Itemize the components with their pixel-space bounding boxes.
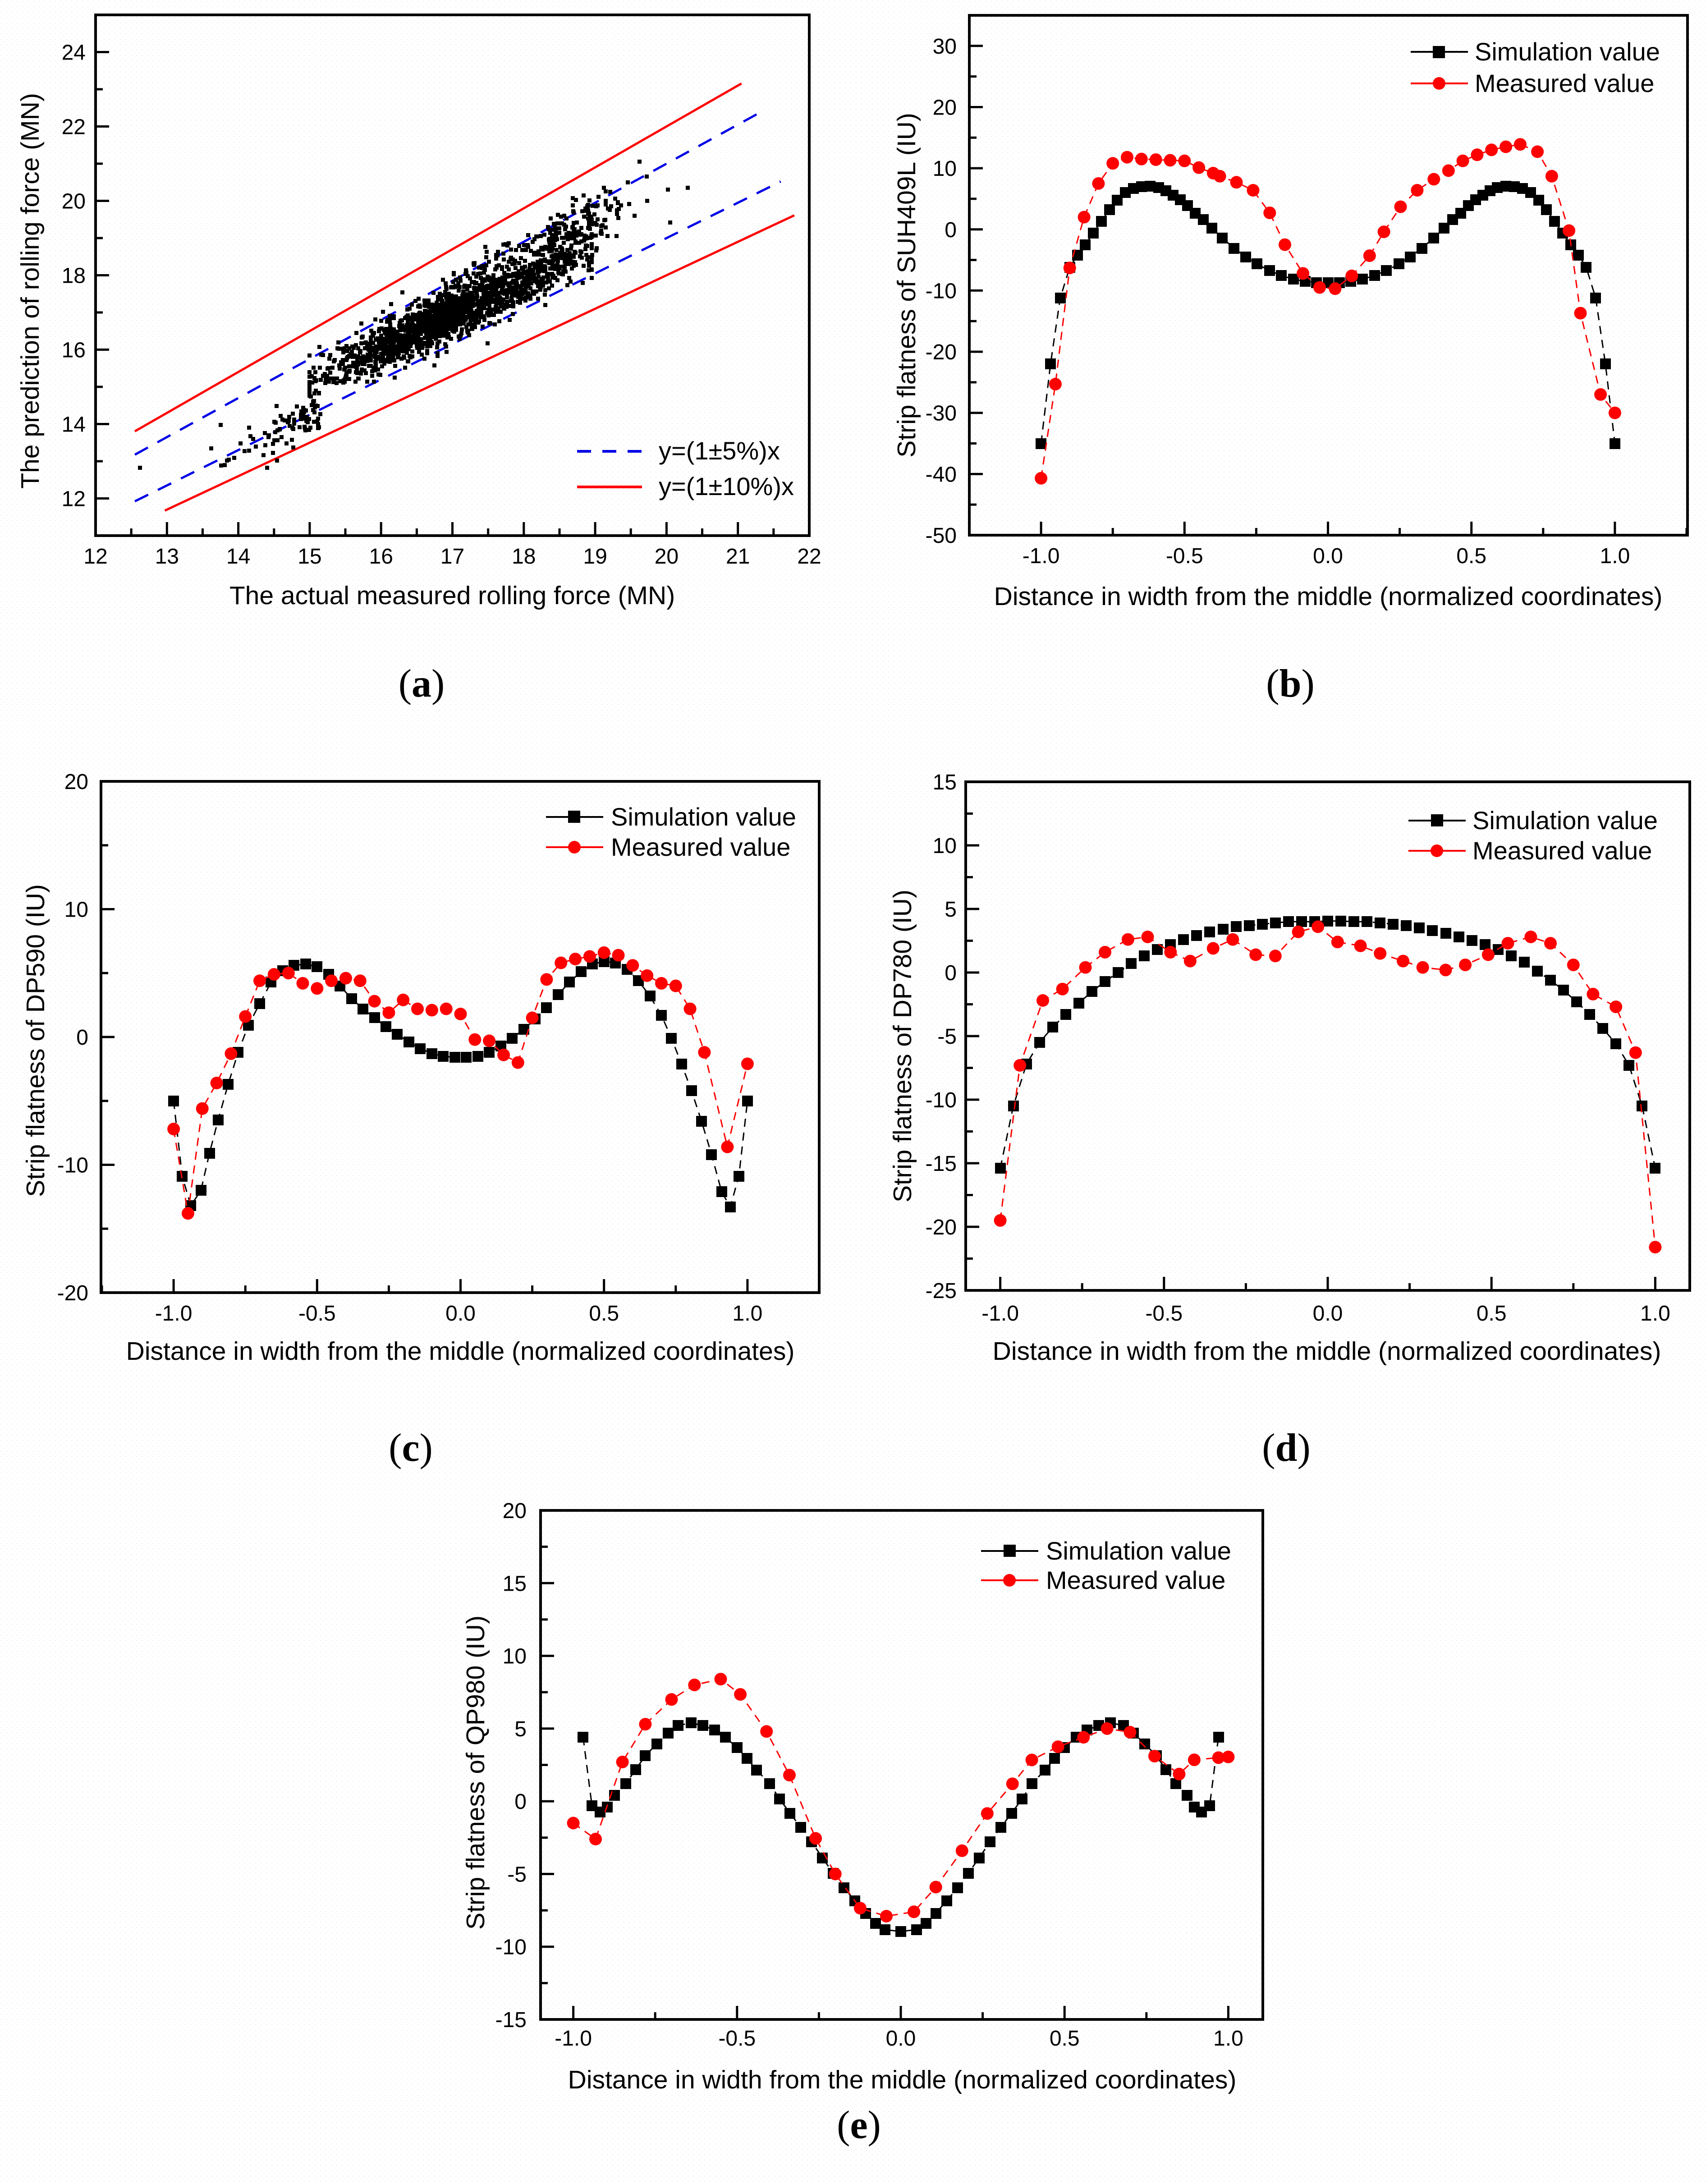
svg-text:-5: -5 [507,1863,527,1886]
svg-text:The actual measured rolling fo: The actual measured rolling force (MN) [229,581,675,610]
svg-text:14: 14 [62,413,86,437]
svg-text:16: 16 [62,339,86,362]
svg-text:20: 20 [503,1499,527,1523]
svg-text:(b): (b) [1266,662,1315,706]
svg-text:Strip flatness of QP980 (IU): Strip flatness of QP980 (IU) [461,1615,490,1930]
svg-text:0: 0 [76,1026,88,1050]
svg-text:Measured value: Measured value [1475,69,1654,97]
svg-text:Distance in width from the mid: Distance in width from the middle (norma… [126,1337,795,1366]
svg-text:10: 10 [933,834,957,858]
svg-text:0.0: 0.0 [1313,544,1343,568]
svg-text:-0.5: -0.5 [718,2027,756,2051]
svg-text:Distance in width from the mid: Distance in width from the middle (norma… [993,1337,1661,1366]
svg-text:Strip flatness of DP590 (IU): Strip flatness of DP590 (IU) [21,884,50,1197]
svg-text:-20: -20 [926,340,957,364]
svg-text:Simulation value: Simulation value [1475,37,1660,66]
svg-text:10: 10 [503,1645,527,1669]
svg-text:13: 13 [155,545,179,569]
svg-text:0: 0 [945,218,957,242]
svg-text:(a): (a) [399,662,445,706]
svg-text:20: 20 [64,770,88,794]
svg-text:0.0: 0.0 [886,2027,916,2051]
svg-text:21: 21 [726,545,750,569]
svg-text:y=(1±5%)x: y=(1±5%)x [659,436,780,465]
svg-text:0.5: 0.5 [1050,2027,1080,2051]
svg-text:-15: -15 [495,2008,527,2032]
svg-text:16: 16 [369,545,393,569]
svg-text:1.0: 1.0 [1213,2027,1243,2051]
svg-text:-0.5: -0.5 [1145,1302,1183,1326]
svg-text:18: 18 [512,545,536,569]
svg-text:-50: -50 [926,524,957,548]
svg-text:-40: -40 [926,463,957,486]
svg-text:14: 14 [226,545,250,569]
svg-text:-10: -10 [495,1936,527,1959]
svg-text:Measured value: Measured value [1472,836,1652,865]
svg-text:15: 15 [298,545,321,569]
svg-text:0.5: 0.5 [1456,544,1486,568]
svg-text:12: 12 [62,487,86,511]
svg-text:20: 20 [933,96,957,119]
svg-text:1.0: 1.0 [1640,1302,1670,1326]
svg-text:22: 22 [62,115,86,139]
svg-text:30: 30 [933,35,957,59]
svg-text:0.5: 0.5 [589,1302,619,1326]
svg-text:-1.0: -1.0 [1023,544,1060,568]
svg-text:20: 20 [655,545,679,569]
svg-text:-5: -5 [937,1025,957,1049]
svg-text:24: 24 [62,41,86,65]
svg-text:0: 0 [514,1790,527,1814]
svg-text:Simulation value: Simulation value [1046,1537,1231,1565]
svg-text:0: 0 [945,961,957,985]
svg-text:Measured value: Measured value [1046,1566,1225,1594]
svg-text:0.0: 0.0 [1313,1302,1343,1326]
svg-text:18: 18 [62,264,86,288]
svg-text:12: 12 [83,545,107,569]
svg-text:-10: -10 [926,1088,957,1112]
svg-text:-10: -10 [57,1154,88,1178]
svg-text:-0.5: -0.5 [298,1302,336,1326]
svg-text:10: 10 [64,898,88,922]
svg-text:17: 17 [440,545,464,569]
svg-text:-20: -20 [926,1216,957,1239]
svg-text:-1.0: -1.0 [155,1302,193,1326]
svg-text:0.5: 0.5 [1477,1302,1507,1326]
svg-text:y=(1±10%)x: y=(1±10%)x [659,472,794,500]
svg-text:22: 22 [797,545,821,569]
svg-text:-25: -25 [926,1279,957,1303]
svg-text:-1.0: -1.0 [555,2027,592,2051]
svg-text:The prediction of rolling forc: The prediction of rolling force (MN) [16,93,45,489]
svg-text:20: 20 [62,190,86,214]
svg-text:Simulation value: Simulation value [611,803,796,831]
svg-text:-30: -30 [926,402,957,426]
svg-text:1.0: 1.0 [733,1302,763,1326]
svg-text:(d): (d) [1262,1426,1311,1470]
svg-text:-0.5: -0.5 [1166,544,1203,568]
svg-text:Measured value: Measured value [611,833,790,861]
svg-text:(e): (e) [837,2103,881,2147]
svg-text:Strip flatness of DP780 (IU): Strip flatness of DP780 (IU) [888,890,917,1202]
svg-text:5: 5 [514,1717,527,1741]
svg-text:19: 19 [583,545,607,569]
svg-text:5: 5 [945,898,957,922]
svg-text:Distance in width from the mid: Distance in width from the middle (norma… [994,582,1663,611]
svg-text:0.0: 0.0 [445,1302,476,1326]
svg-text:-1.0: -1.0 [981,1302,1019,1326]
svg-text:-20: -20 [57,1281,88,1305]
svg-text:-10: -10 [926,279,957,303]
svg-text:(c): (c) [389,1426,433,1470]
svg-text:15: 15 [503,1572,527,1596]
svg-text:-15: -15 [926,1152,957,1176]
svg-text:15: 15 [933,771,957,794]
svg-text:1.0: 1.0 [1600,544,1630,568]
svg-text:Distance in width from the mid: Distance in width from the middle (norma… [568,2065,1237,2094]
svg-text:10: 10 [933,157,957,181]
svg-text:Simulation value: Simulation value [1472,806,1658,835]
svg-text:Strip flatness of SUH409L (IU): Strip flatness of SUH409L (IU) [892,113,921,458]
